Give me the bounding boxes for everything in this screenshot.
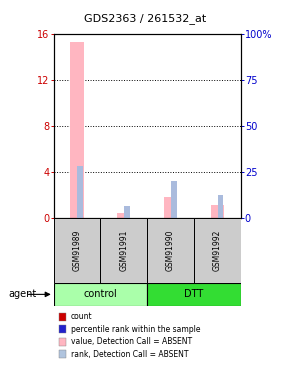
Text: DTT: DTT [184, 290, 204, 299]
Bar [54, 217, 100, 283]
Text: GSM91989: GSM91989 [72, 230, 81, 271]
Text: percentile rank within the sample: percentile rank within the sample [71, 325, 201, 334]
Bar [117, 213, 130, 217]
Bar [124, 206, 130, 218]
Bar [164, 197, 177, 217]
Bar [171, 181, 177, 218]
Bar [147, 217, 194, 283]
Text: rank, Detection Call = ABSENT: rank, Detection Call = ABSENT [71, 350, 188, 358]
Bar [77, 166, 83, 218]
Bar [54, 283, 147, 306]
Bar [70, 42, 84, 218]
Bar [194, 217, 241, 283]
Text: GDS2363 / 261532_at: GDS2363 / 261532_at [84, 13, 206, 24]
Bar [211, 205, 224, 218]
Bar [100, 217, 147, 283]
Text: agent: agent [9, 290, 37, 299]
Text: control: control [84, 290, 117, 299]
Text: count: count [71, 312, 93, 321]
Bar [147, 283, 241, 306]
Text: GSM91992: GSM91992 [213, 230, 222, 271]
Text: value, Detection Call = ABSENT: value, Detection Call = ABSENT [71, 337, 192, 346]
Text: GSM91990: GSM91990 [166, 230, 175, 271]
Bar [218, 195, 223, 217]
Text: GSM91991: GSM91991 [119, 230, 128, 271]
